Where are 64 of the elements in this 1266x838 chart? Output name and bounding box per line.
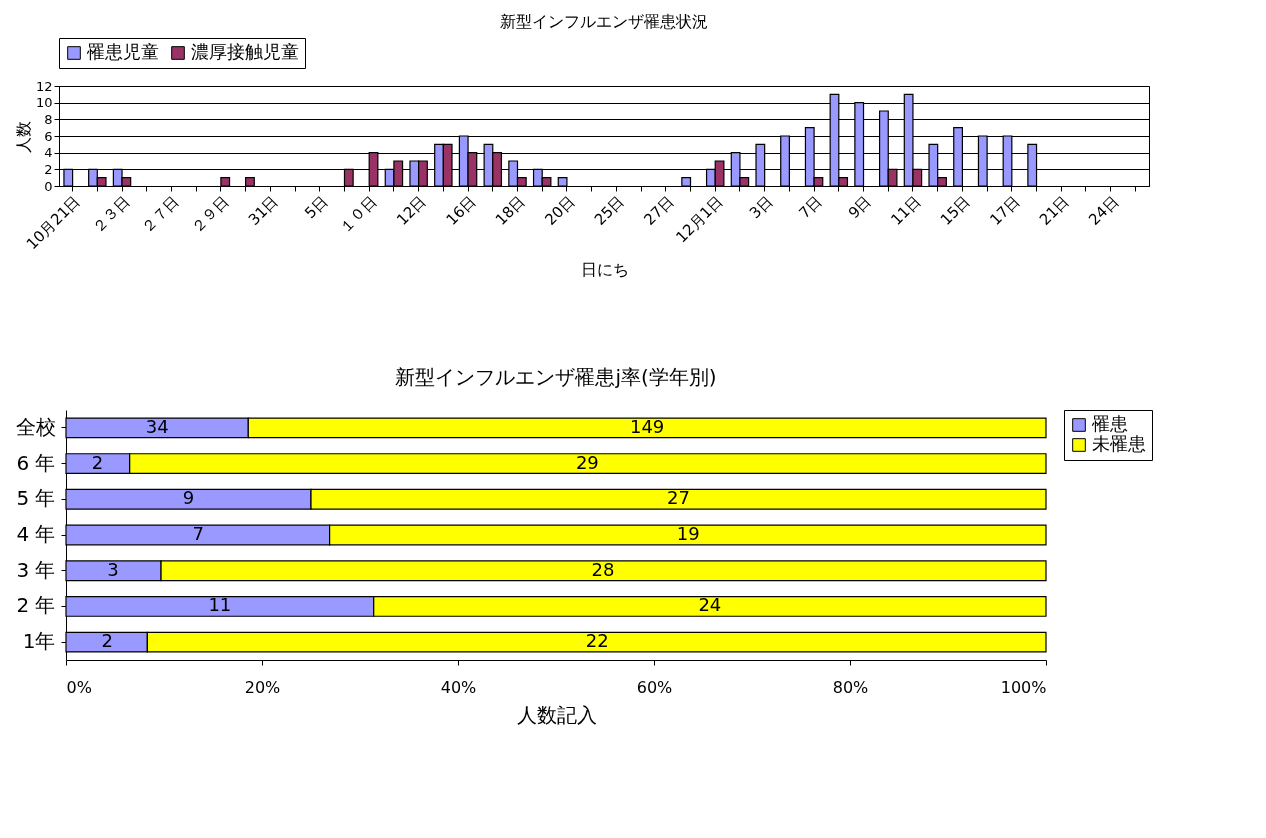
y-axis-title: 人数 [13, 120, 33, 153]
x-tick-label: 60% [636, 677, 673, 697]
x-axis-title: 日にち [580, 260, 629, 280]
y-tick-label: 8 [44, 111, 53, 127]
x-tick-label: 0% [66, 677, 92, 697]
x-tick-label: 10月21日 [22, 192, 84, 254]
x-tick-label: 80% [832, 677, 869, 697]
x-tick-label: 15日 [936, 192, 974, 229]
x-tick-label: 3日 [745, 192, 776, 223]
x-tick-label: 40% [440, 677, 477, 697]
y-tick-label: 4 [44, 145, 53, 161]
y-tick-label: 3 年 [16, 557, 56, 582]
x-tick-label: 5日 [300, 192, 332, 223]
annotation: 19 [676, 523, 700, 544]
y-tick-label: 2 年 [16, 593, 56, 618]
chart-title: 新型インフルエンザ罹患j率(学年別) [395, 364, 717, 389]
x-tick-label: 20日 [541, 192, 579, 229]
annotation: 28 [591, 558, 615, 580]
annotation: 11 [208, 594, 232, 616]
x-tick-label: 12日 [393, 192, 430, 229]
x-tick-label: ２７日 [138, 192, 183, 237]
annotation: 34 [145, 415, 169, 437]
x-tick-label: 25日 [590, 192, 628, 229]
x-tick-label: 100% [1000, 677, 1047, 697]
chart-title: 新型インフルエンザ罹患状況 [500, 11, 708, 31]
x-tick-label: １０日 [335, 192, 381, 237]
annotation: 3 [107, 558, 119, 580]
annotation: 2 [91, 451, 104, 473]
x-tick-label: ２３日 [88, 192, 134, 237]
x-tick-label: 17日 [986, 192, 1024, 229]
y-tick-label: 4 年 [16, 522, 56, 546]
y-tick-label: 2 [44, 161, 53, 177]
x-tick-label: 7日 [795, 192, 826, 223]
x-tick-label: 20% [244, 677, 281, 697]
annotation: 29 [575, 451, 599, 473]
y-tick-label: 0 [44, 178, 53, 194]
legend-label: 罹患 [1091, 413, 1128, 434]
x-tick-label: 31日 [244, 192, 282, 229]
annotation: 9 [182, 487, 195, 509]
x-tick-label: 9日 [844, 192, 875, 223]
annotation: 22 [585, 630, 609, 652]
legend-label: 未罹患 [1092, 433, 1146, 454]
y-tick-label: 全校 [15, 414, 56, 439]
annotation: 27 [667, 487, 690, 509]
annotation: 24 [698, 594, 722, 616]
y-tick-label: 6 年 [16, 450, 56, 475]
x-tick-label: 11日 [887, 192, 925, 229]
y-tick-label: 5 年 [16, 486, 56, 511]
x-tick-label: 27日 [640, 192, 678, 229]
x-tick-label: 18日 [491, 192, 529, 229]
annotation: 149 [629, 415, 665, 437]
y-tick-label: 6 [44, 128, 53, 144]
x-tick-label: 21日 [1035, 192, 1073, 229]
x-tick-label: 24日 [1085, 192, 1122, 229]
y-tick-label: 1年 [22, 629, 56, 654]
legend-label: 濃厚接触児童 [191, 41, 299, 62]
annotation: 7 [192, 523, 205, 544]
x-axis-title: 人数記入 [516, 702, 597, 727]
x-tick-label: ２９日 [187, 192, 233, 237]
legend-label: 罹患児童 [86, 41, 159, 62]
x-tick-label: 16日 [442, 192, 480, 229]
y-tick-label: 12 [35, 78, 53, 94]
y-tick-label: 10 [35, 95, 53, 111]
annotation: 2 [101, 630, 113, 652]
